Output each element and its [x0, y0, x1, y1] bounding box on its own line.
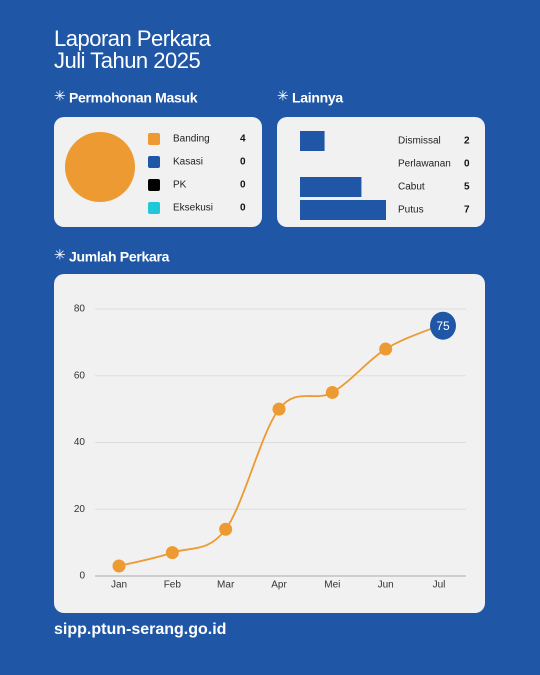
section-icon: ✳: [54, 247, 66, 263]
x-tick-label: Feb: [164, 580, 182, 591]
bar: [300, 177, 362, 197]
y-tick-label: 60: [74, 370, 86, 381]
legend-swatch: [148, 179, 160, 191]
value-badge: [430, 311, 456, 340]
point: [219, 522, 233, 536]
legend-swatch: [148, 156, 160, 168]
point: [112, 559, 126, 573]
card: [277, 117, 485, 227]
legend-swatch: [148, 202, 160, 214]
legend-value: 0: [240, 157, 246, 168]
point: [272, 402, 286, 416]
pie-slice: [65, 132, 135, 202]
bar-label: Dismissal: [398, 136, 441, 147]
bar-label: Perlawanan: [398, 159, 451, 170]
x-tick-label: Mar: [217, 580, 235, 591]
bar-value: 2: [464, 136, 470, 147]
legend-label: Eksekusi: [173, 203, 213, 214]
card: [54, 274, 485, 613]
section-title: Lainnya: [292, 90, 343, 106]
y-tick-label: 20: [74, 504, 86, 515]
x-tick-label: Mei: [324, 580, 340, 591]
legend-label: Banding: [173, 134, 210, 145]
bar: [300, 200, 386, 220]
y-tick-label: 80: [74, 304, 86, 315]
point: [325, 385, 339, 399]
bar-value: 0: [464, 159, 470, 170]
y-tick-label: 0: [79, 571, 85, 582]
x-tick-label: Jun: [378, 580, 394, 591]
legend-value: 4: [240, 134, 246, 145]
point: [165, 546, 179, 560]
section-title: Jumlah Perkara: [69, 249, 170, 265]
point: [379, 342, 393, 356]
section-title: Permohonan Masuk: [69, 90, 198, 106]
bar: [300, 131, 325, 151]
bar-label: Putus: [398, 205, 424, 216]
legend-value: 0: [240, 180, 246, 191]
x-tick-label: Apr: [271, 580, 287, 591]
title-line: Juli Tahun 2025: [54, 48, 200, 73]
title-line: Laporan Perkara: [54, 26, 212, 51]
legend-label: PK: [173, 180, 187, 191]
legend-swatch: [148, 133, 160, 145]
bar-value: 7: [464, 205, 470, 216]
bar-label: Cabut: [398, 182, 425, 193]
section-icon: ✳: [54, 88, 66, 104]
legend-value: 0: [240, 203, 246, 214]
legend-label: Kasasi: [173, 157, 203, 168]
x-tick-label: Jan: [111, 580, 127, 591]
y-tick-label: 40: [74, 437, 86, 448]
bar-value: 5: [464, 182, 470, 193]
x-tick-label: Jul: [433, 580, 446, 591]
footer-url: sipp.ptun-serang.go.id: [54, 621, 226, 638]
value-label: 75: [436, 319, 450, 333]
section-icon: ✳: [277, 88, 289, 104]
